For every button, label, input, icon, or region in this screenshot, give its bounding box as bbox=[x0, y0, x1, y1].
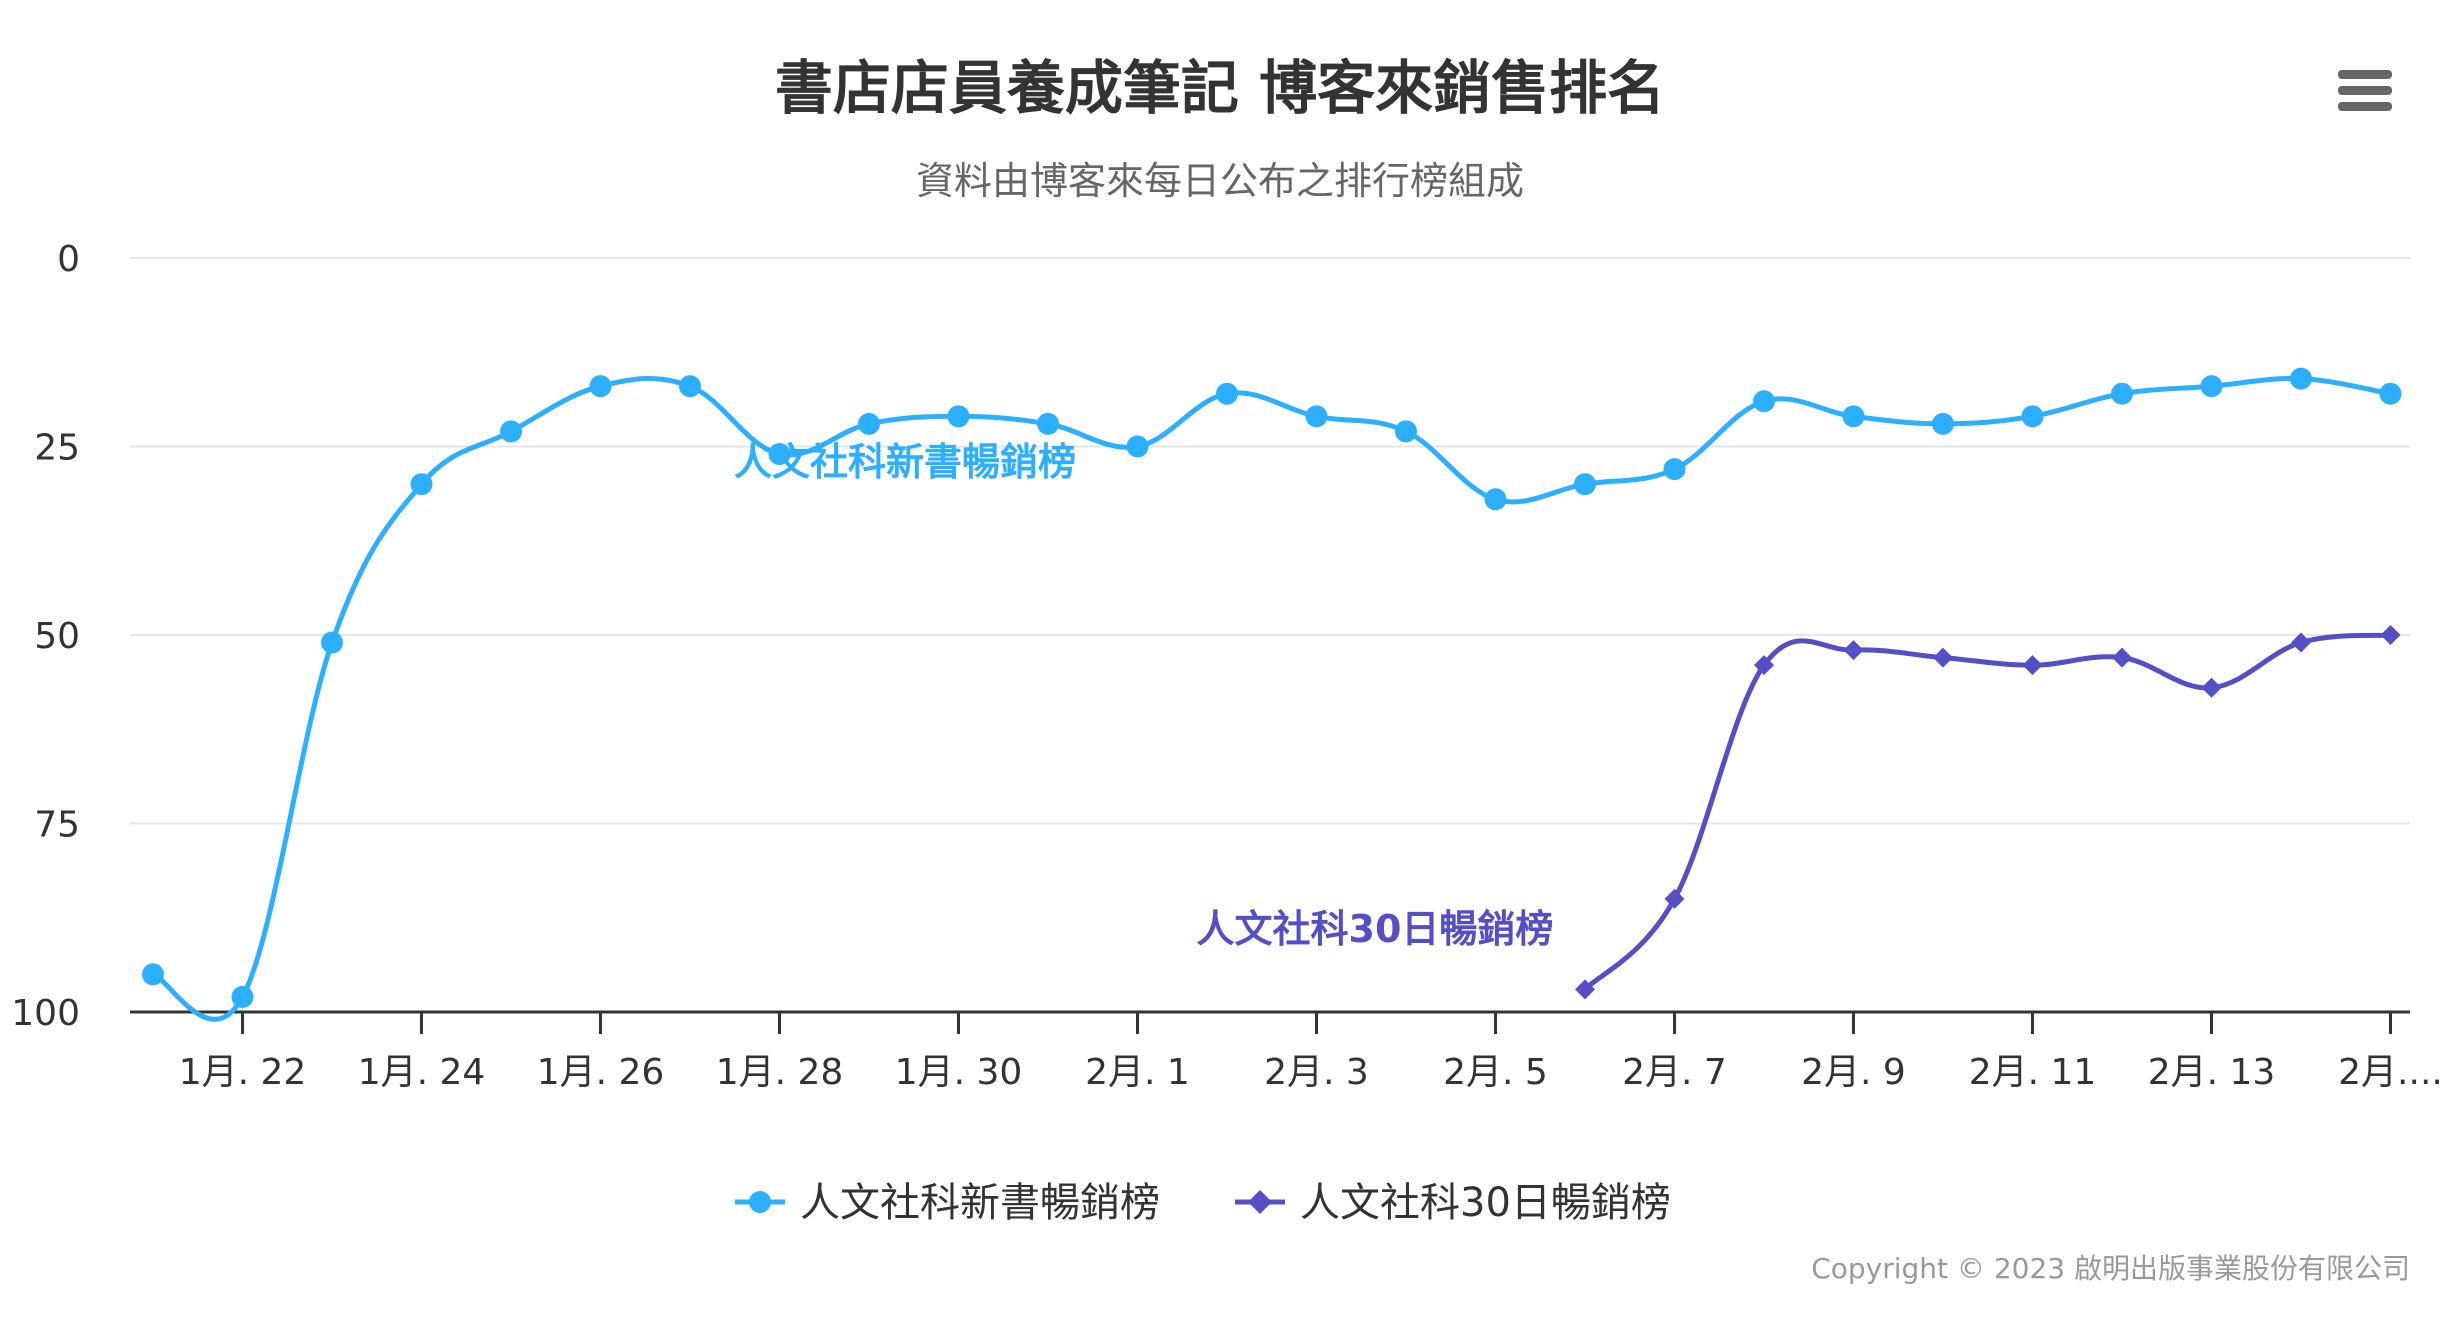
x-axis: 1月. 22 1月. 24 1月. 26 1月. 28 1月. 30 2月. 1 2月. 3… bbox=[130, 1010, 2440, 1093]
data-point-diamond[interactable] bbox=[2380, 625, 2401, 645]
x-tick-label: 2月. 5 bbox=[1443, 1052, 1548, 1093]
y-tick-label: 100 bbox=[11, 993, 80, 1034]
data-point-circle[interactable] bbox=[1395, 420, 1417, 443]
data-point-circle[interactable] bbox=[679, 375, 701, 398]
y-tick-label: 25 bbox=[34, 428, 80, 469]
series-line-1 bbox=[1582, 632, 2393, 992]
chart-subtitle: 資料由博客來每日公布之排行榜組成 bbox=[916, 159, 1524, 203]
data-point-circle[interactable] bbox=[321, 631, 343, 654]
data-point-circle[interactable] bbox=[1932, 412, 1954, 435]
data-point-circle[interactable] bbox=[1574, 473, 1596, 496]
y-axis-labels: 0 25 50 75 100 bbox=[11, 239, 80, 1034]
data-point-diamond[interactable] bbox=[2022, 655, 2043, 676]
data-point-circle[interactable] bbox=[1842, 405, 1865, 428]
x-tick-label: 1月. 26 bbox=[537, 1052, 665, 1093]
x-tick-label: 1月. 22 bbox=[179, 1052, 307, 1093]
legend-label-new-books: 人文社科新書暢銷榜 bbox=[800, 1180, 1160, 1226]
legend-label-30-day: 人文社科30日暢銷榜 bbox=[1300, 1180, 1671, 1226]
data-point-circle[interactable] bbox=[2290, 367, 2312, 390]
data-point-circle[interactable] bbox=[947, 405, 970, 428]
data-point-diamond[interactable] bbox=[2201, 677, 2222, 698]
data-point-diamond[interactable] bbox=[1933, 647, 1953, 668]
x-tick-label: 1月. 28 bbox=[716, 1052, 844, 1093]
x-tick-label: 2月. 3 bbox=[1264, 1052, 1369, 1093]
legend-item-30-day[interactable]: 人文社科30日暢銷榜 bbox=[1235, 1180, 1671, 1226]
data-point-circle[interactable] bbox=[2111, 382, 2133, 405]
legend-item-new-books[interactable]: 人文社科新書暢銷榜 bbox=[735, 1180, 1160, 1226]
data-point-circle[interactable] bbox=[858, 412, 880, 435]
y-tick-label: 0 bbox=[57, 239, 80, 280]
menu-button[interactable] bbox=[2320, 50, 2400, 130]
data-point-circle[interactable] bbox=[1126, 435, 1149, 458]
data-point-circle[interactable] bbox=[500, 420, 522, 443]
data-point-circle[interactable] bbox=[2021, 405, 2044, 428]
data-point-circle[interactable] bbox=[1484, 488, 1507, 511]
y-tick-label: 75 bbox=[34, 805, 80, 846]
y-tick-label: 50 bbox=[34, 616, 80, 657]
data-point-diamond[interactable] bbox=[1664, 888, 1685, 909]
data-point-circle[interactable] bbox=[410, 473, 433, 496]
grid-lines bbox=[130, 257, 2410, 825]
data-point-circle[interactable] bbox=[2379, 382, 2402, 405]
data-point-circle[interactable] bbox=[2200, 375, 2223, 398]
data-point-circle[interactable] bbox=[1663, 458, 1686, 481]
legend-marker-diamond bbox=[1248, 1190, 1272, 1214]
x-tick-label: 2月. 9 bbox=[1801, 1052, 1906, 1093]
data-point-circle[interactable] bbox=[589, 375, 612, 398]
x-tick-label: 1月. 24 bbox=[358, 1052, 486, 1093]
x-tick-label: 2月. 7 bbox=[1622, 1052, 1727, 1093]
data-point-diamond[interactable] bbox=[2291, 632, 2311, 653]
x-tick-label: 2月. 1 bbox=[1085, 1052, 1190, 1093]
data-point-circle[interactable] bbox=[231, 985, 254, 1008]
x-tick-label: 1月. 30 bbox=[895, 1052, 1023, 1093]
credits[interactable]: Copyright © 2023 啟明出版事業股份有限公司 bbox=[1811, 1252, 2410, 1285]
data-point-diamond[interactable] bbox=[2112, 647, 2132, 668]
series-label-30-day: 人文社科30日暢銷榜 bbox=[1197, 907, 1554, 951]
data-point-diamond[interactable] bbox=[1843, 640, 1864, 661]
data-point-circle[interactable] bbox=[768, 443, 791, 466]
data-point-diamond[interactable] bbox=[1754, 655, 1774, 676]
legend-marker-circle bbox=[749, 1191, 771, 1213]
chart-title: 書店店員養成筆記 博客來銷售排名 bbox=[775, 54, 1665, 122]
data-point-diamond[interactable] bbox=[1575, 979, 1595, 1000]
x-tick-label: 2月. 13 bbox=[2148, 1052, 2276, 1093]
x-tick-label: 2月.... bbox=[2338, 1052, 2440, 1093]
data-point-circle[interactable] bbox=[1753, 390, 1775, 413]
menu-icon bbox=[2338, 70, 2392, 111]
data-point-circle[interactable] bbox=[142, 963, 164, 986]
series-label-new-books: 人文社科新書暢銷榜 bbox=[734, 440, 1076, 484]
data-point-circle[interactable] bbox=[1216, 382, 1238, 405]
data-point-circle[interactable] bbox=[1305, 405, 1328, 428]
data-point-circle[interactable] bbox=[1037, 412, 1059, 435]
x-tick-label: 2月. 11 bbox=[1969, 1052, 2097, 1093]
series-markers bbox=[142, 367, 2402, 1008]
